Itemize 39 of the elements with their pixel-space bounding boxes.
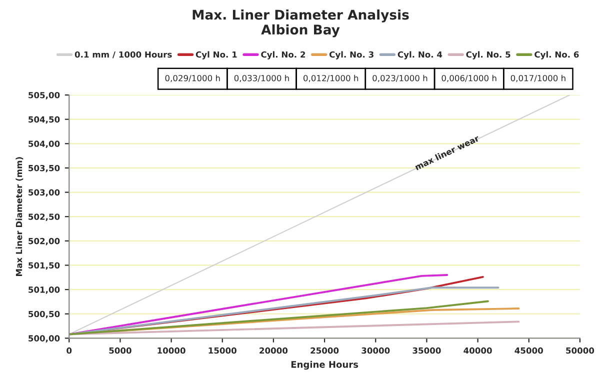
legend-label: Cyl. No. 4 (398, 51, 442, 60)
y-tick-label: 500,00 (28, 335, 60, 343)
x-tick-label: 20000 (260, 347, 288, 354)
y-tick-label: 503,50 (28, 164, 60, 172)
x-tick-label: 40000 (464, 347, 492, 354)
chart-title: Max. Liner Diameter Analysis Albion Bay (192, 10, 409, 38)
legend-label: 0.1 mm / 1000 Hours (74, 51, 172, 58)
x-tick-label: 30000 (362, 347, 390, 354)
text: 0,023/1000 h (372, 74, 428, 82)
y-tick-label: 502,00 (28, 238, 60, 246)
annotation: max liner wear (414, 134, 480, 170)
text: 0,017/1000 h (510, 74, 566, 82)
x-tick-label: 50000 (566, 347, 594, 354)
x-tick-label: 5000 (109, 347, 132, 354)
x-tick-label: 10000 (158, 347, 186, 354)
y-tick-label: 504,00 (28, 140, 60, 148)
x-axis-title: Engine Hours (291, 360, 358, 370)
legend-label: Cyl. No. 6 (534, 51, 579, 60)
legend-label: Cyl. No. 3 (329, 51, 374, 60)
y-tick-label: 503,00 (28, 189, 60, 197)
x-tick-label: 45000 (514, 347, 543, 354)
text: 0,033/1000 h (234, 74, 289, 82)
y-tick-label: 500,50 (28, 310, 60, 318)
y-axis-title: Max Liner Diameter (mm) (16, 157, 24, 276)
text: 0,012/1000 h (304, 74, 358, 82)
y-tick-label: 505,00 (28, 92, 60, 100)
y-tick-label: 501,00 (28, 286, 60, 294)
legend-label: Cyl. No. 5 (466, 51, 510, 60)
y-tick-label: 504,50 (28, 116, 60, 124)
y-tick-label: 501,50 (28, 262, 60, 270)
text: 0,029/1000 h (165, 74, 220, 82)
legend-label: Cyl No. 1 (196, 51, 237, 60)
x-tick-label: 0 (66, 347, 72, 354)
x-tick-label: 25000 (310, 347, 339, 354)
x-tick-label: 15000 (208, 347, 236, 354)
legend-label: Cyl. No. 2 (261, 51, 306, 60)
y-tick-label: 502,50 (28, 214, 60, 221)
x-tick-label: 35000 (412, 347, 441, 354)
text: 0,006/1000 h (442, 74, 496, 82)
